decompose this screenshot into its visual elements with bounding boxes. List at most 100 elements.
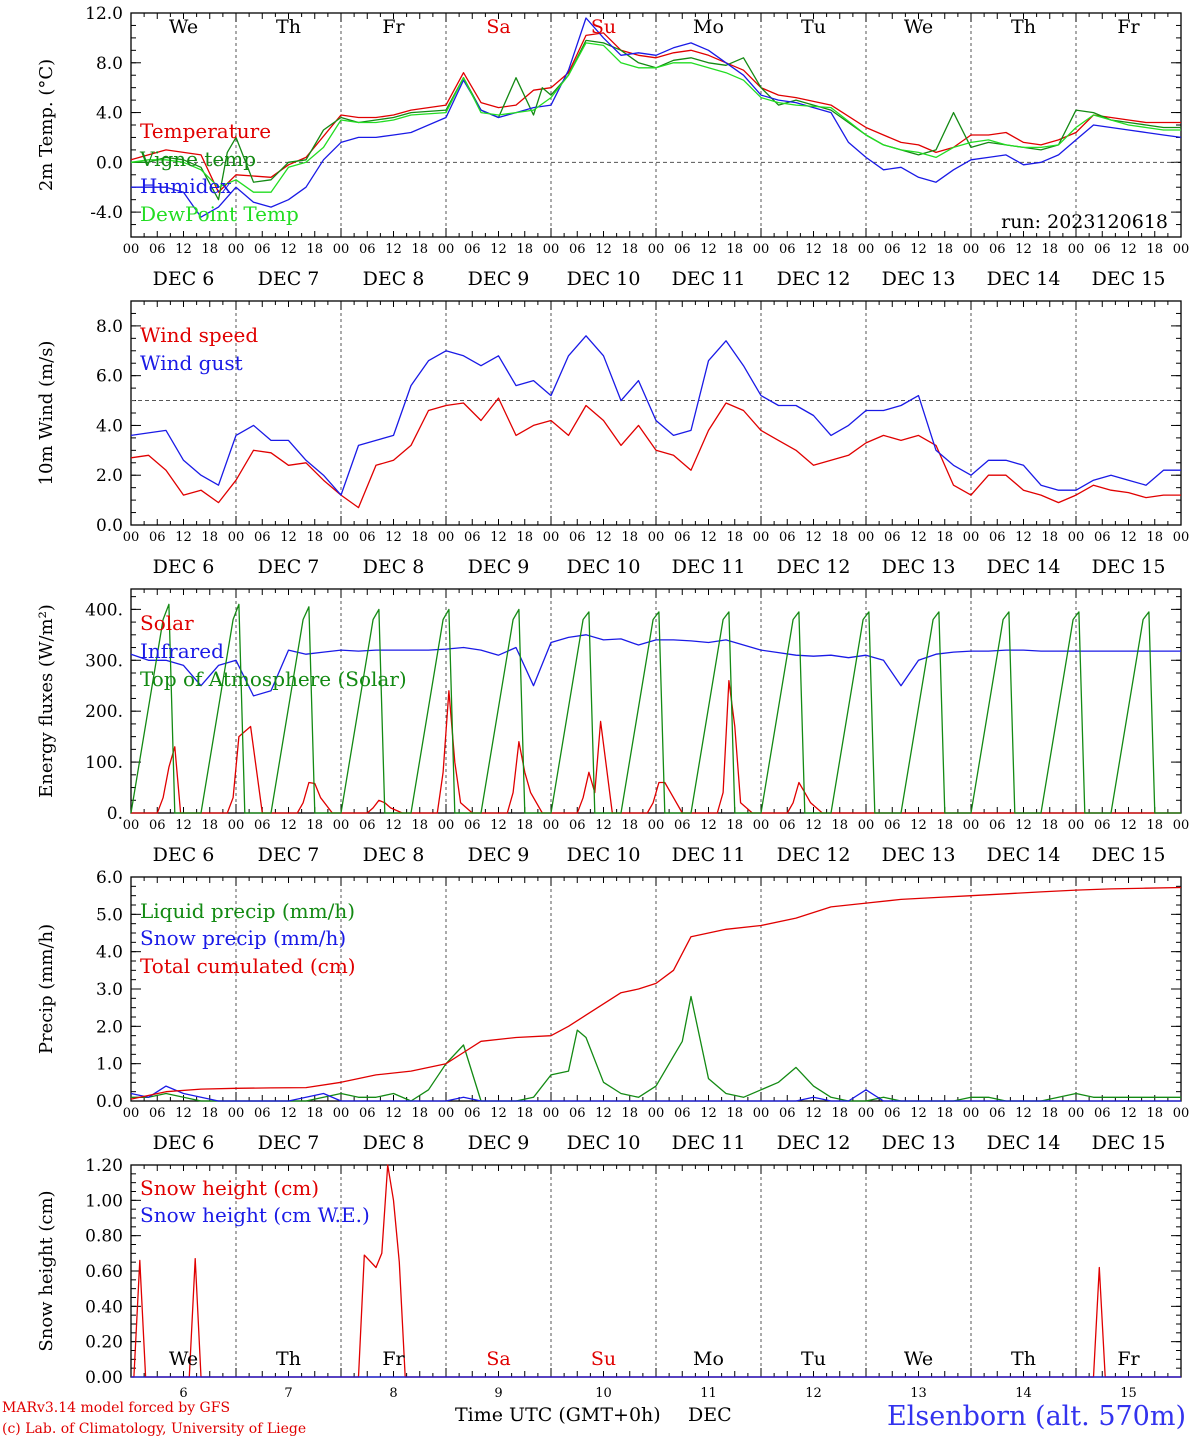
hour-tick-label: 18: [201, 818, 218, 833]
x-axis-month: DEC: [688, 1404, 732, 1426]
hour-tick-label: 06: [464, 1106, 481, 1121]
legend-entry: Temperature: [140, 119, 271, 143]
hour-tick-label: 06: [989, 530, 1006, 545]
hour-tick-label: 12: [490, 818, 507, 833]
weekday-label-bottom: We: [904, 1348, 933, 1370]
hour-tick-label: 18: [936, 818, 953, 833]
hour-tick-label: 00: [543, 530, 560, 545]
hour-tick-label: 18: [621, 1106, 638, 1121]
run-label: run: 2023120618: [1001, 211, 1168, 233]
series-line-wind-speed: [130, 397, 1181, 509]
hour-tick-label: 18: [621, 530, 638, 545]
day-number-label: 10: [595, 1386, 612, 1401]
date-label: DEC 9: [468, 268, 530, 290]
panel-frame: [130, 300, 1182, 526]
legend-entry: Wind gust: [140, 351, 243, 375]
y-tick-label: 0.40: [85, 1297, 123, 1317]
hour-tick-label: 12: [385, 818, 402, 833]
y-tick-label: 0.60: [85, 1262, 123, 1282]
hour-tick-label: 00: [1173, 242, 1190, 257]
y-tick-label: 0.00: [85, 1368, 123, 1388]
y-tick-label: 2.0: [96, 466, 123, 486]
hour-tick-label: 18: [411, 242, 428, 257]
hour-tick-label: 06: [1094, 242, 1111, 257]
date-label: DEC 8: [363, 1132, 425, 1154]
hour-tick-label: 06: [569, 242, 586, 257]
hour-tick-label: 06: [1094, 1106, 1111, 1121]
hour-tick-label: 18: [1041, 818, 1058, 833]
hour-tick-label: 00: [753, 530, 770, 545]
y-tick-label: 200.: [85, 702, 123, 722]
credit-line-1: MARv3.14 model forced by GFS: [2, 1400, 231, 1416]
series-line-temperature: [130, 32, 1181, 193]
hour-tick-label: 00: [438, 1106, 455, 1121]
legend-entry: Vigne temp: [139, 147, 256, 171]
hour-tick-label: 18: [516, 1106, 533, 1121]
hour-tick-label: 18: [1041, 242, 1058, 257]
y-tick-label: 0.0: [96, 516, 123, 536]
hour-tick-label: 00: [228, 818, 245, 833]
hour-tick-label: 06: [359, 530, 376, 545]
hour-tick-label: 18: [516, 530, 533, 545]
hour-tick-label: 06: [464, 818, 481, 833]
date-label: DEC 15: [1092, 1132, 1166, 1154]
y-tick-label: 300.: [85, 651, 123, 671]
hour-tick-label: 00: [333, 1106, 350, 1121]
hour-tick-label: 00: [333, 818, 350, 833]
hour-tick-label: 00: [753, 242, 770, 257]
legend-entry: Infrared: [140, 639, 224, 663]
hour-tick-label: 00: [858, 530, 875, 545]
hour-tick-label: 06: [149, 818, 166, 833]
hour-tick-label: 06: [359, 1106, 376, 1121]
hour-tick-label: 18: [411, 530, 428, 545]
legend-entry: DewPoint Temp: [140, 202, 299, 226]
hour-tick-label: 06: [569, 1106, 586, 1121]
hour-tick-label: 06: [1094, 530, 1111, 545]
hour-tick-label: 00: [858, 1106, 875, 1121]
series-line-humidex: [131, 17, 1182, 218]
day-number-label: 9: [494, 1386, 502, 1401]
hour-tick-label: 06: [779, 242, 796, 257]
hour-tick-label: 18: [621, 242, 638, 257]
date-label: DEC 9: [468, 844, 530, 866]
hour-tick-label: 06: [989, 818, 1006, 833]
hour-tick-label: 18: [201, 1106, 218, 1121]
hour-tick-label: 12: [910, 1106, 927, 1121]
hour-tick-label: 18: [936, 530, 953, 545]
date-label: DEC 11: [672, 844, 746, 866]
station-label: Elsenborn (alt. 570m): [887, 1401, 1186, 1432]
y-tick-label: 2.0: [96, 1017, 123, 1037]
hour-tick-label: 06: [254, 242, 271, 257]
date-label: DEC 15: [1092, 844, 1166, 866]
date-label: DEC 13: [882, 1132, 956, 1154]
hour-tick-label: 12: [1120, 1106, 1137, 1121]
weekday-label-top: We: [169, 16, 198, 38]
hour-tick-label: 12: [805, 1106, 822, 1121]
hour-tick-label: 12: [280, 242, 297, 257]
hour-tick-label: 12: [1015, 818, 1032, 833]
date-label: DEC 8: [363, 844, 425, 866]
hour-tick-label: 00: [228, 530, 245, 545]
hour-tick-label: 18: [726, 242, 743, 257]
legend-entry: Solar: [140, 611, 194, 635]
weekday-label-top: Sa: [486, 16, 510, 38]
hour-tick-label: 00: [438, 530, 455, 545]
hour-tick-label: 00: [753, 818, 770, 833]
weekday-label-bottom: Su: [591, 1348, 616, 1370]
hour-tick-label: 00: [543, 818, 560, 833]
day-number-label: 15: [1120, 1386, 1137, 1401]
weekday-label-bottom: Mo: [693, 1348, 724, 1370]
hour-tick-label: 18: [936, 1106, 953, 1121]
hour-tick-label: 18: [831, 242, 848, 257]
y-axis-label: 2m Temp. (°C): [36, 59, 57, 191]
y-tick-label: 3.0: [96, 980, 123, 1000]
weekday-label-top: Mo: [693, 16, 724, 38]
weekday-label-bottom: Fr: [1117, 1348, 1140, 1370]
hour-tick-label: 12: [1120, 818, 1137, 833]
hour-tick-label: 12: [175, 818, 192, 833]
y-tick-label: 0.0: [96, 153, 123, 173]
hour-tick-label: 06: [779, 530, 796, 545]
date-label: DEC 7: [258, 268, 320, 290]
hour-tick-label: 00: [333, 530, 350, 545]
hour-tick-label: 00: [1068, 530, 1085, 545]
